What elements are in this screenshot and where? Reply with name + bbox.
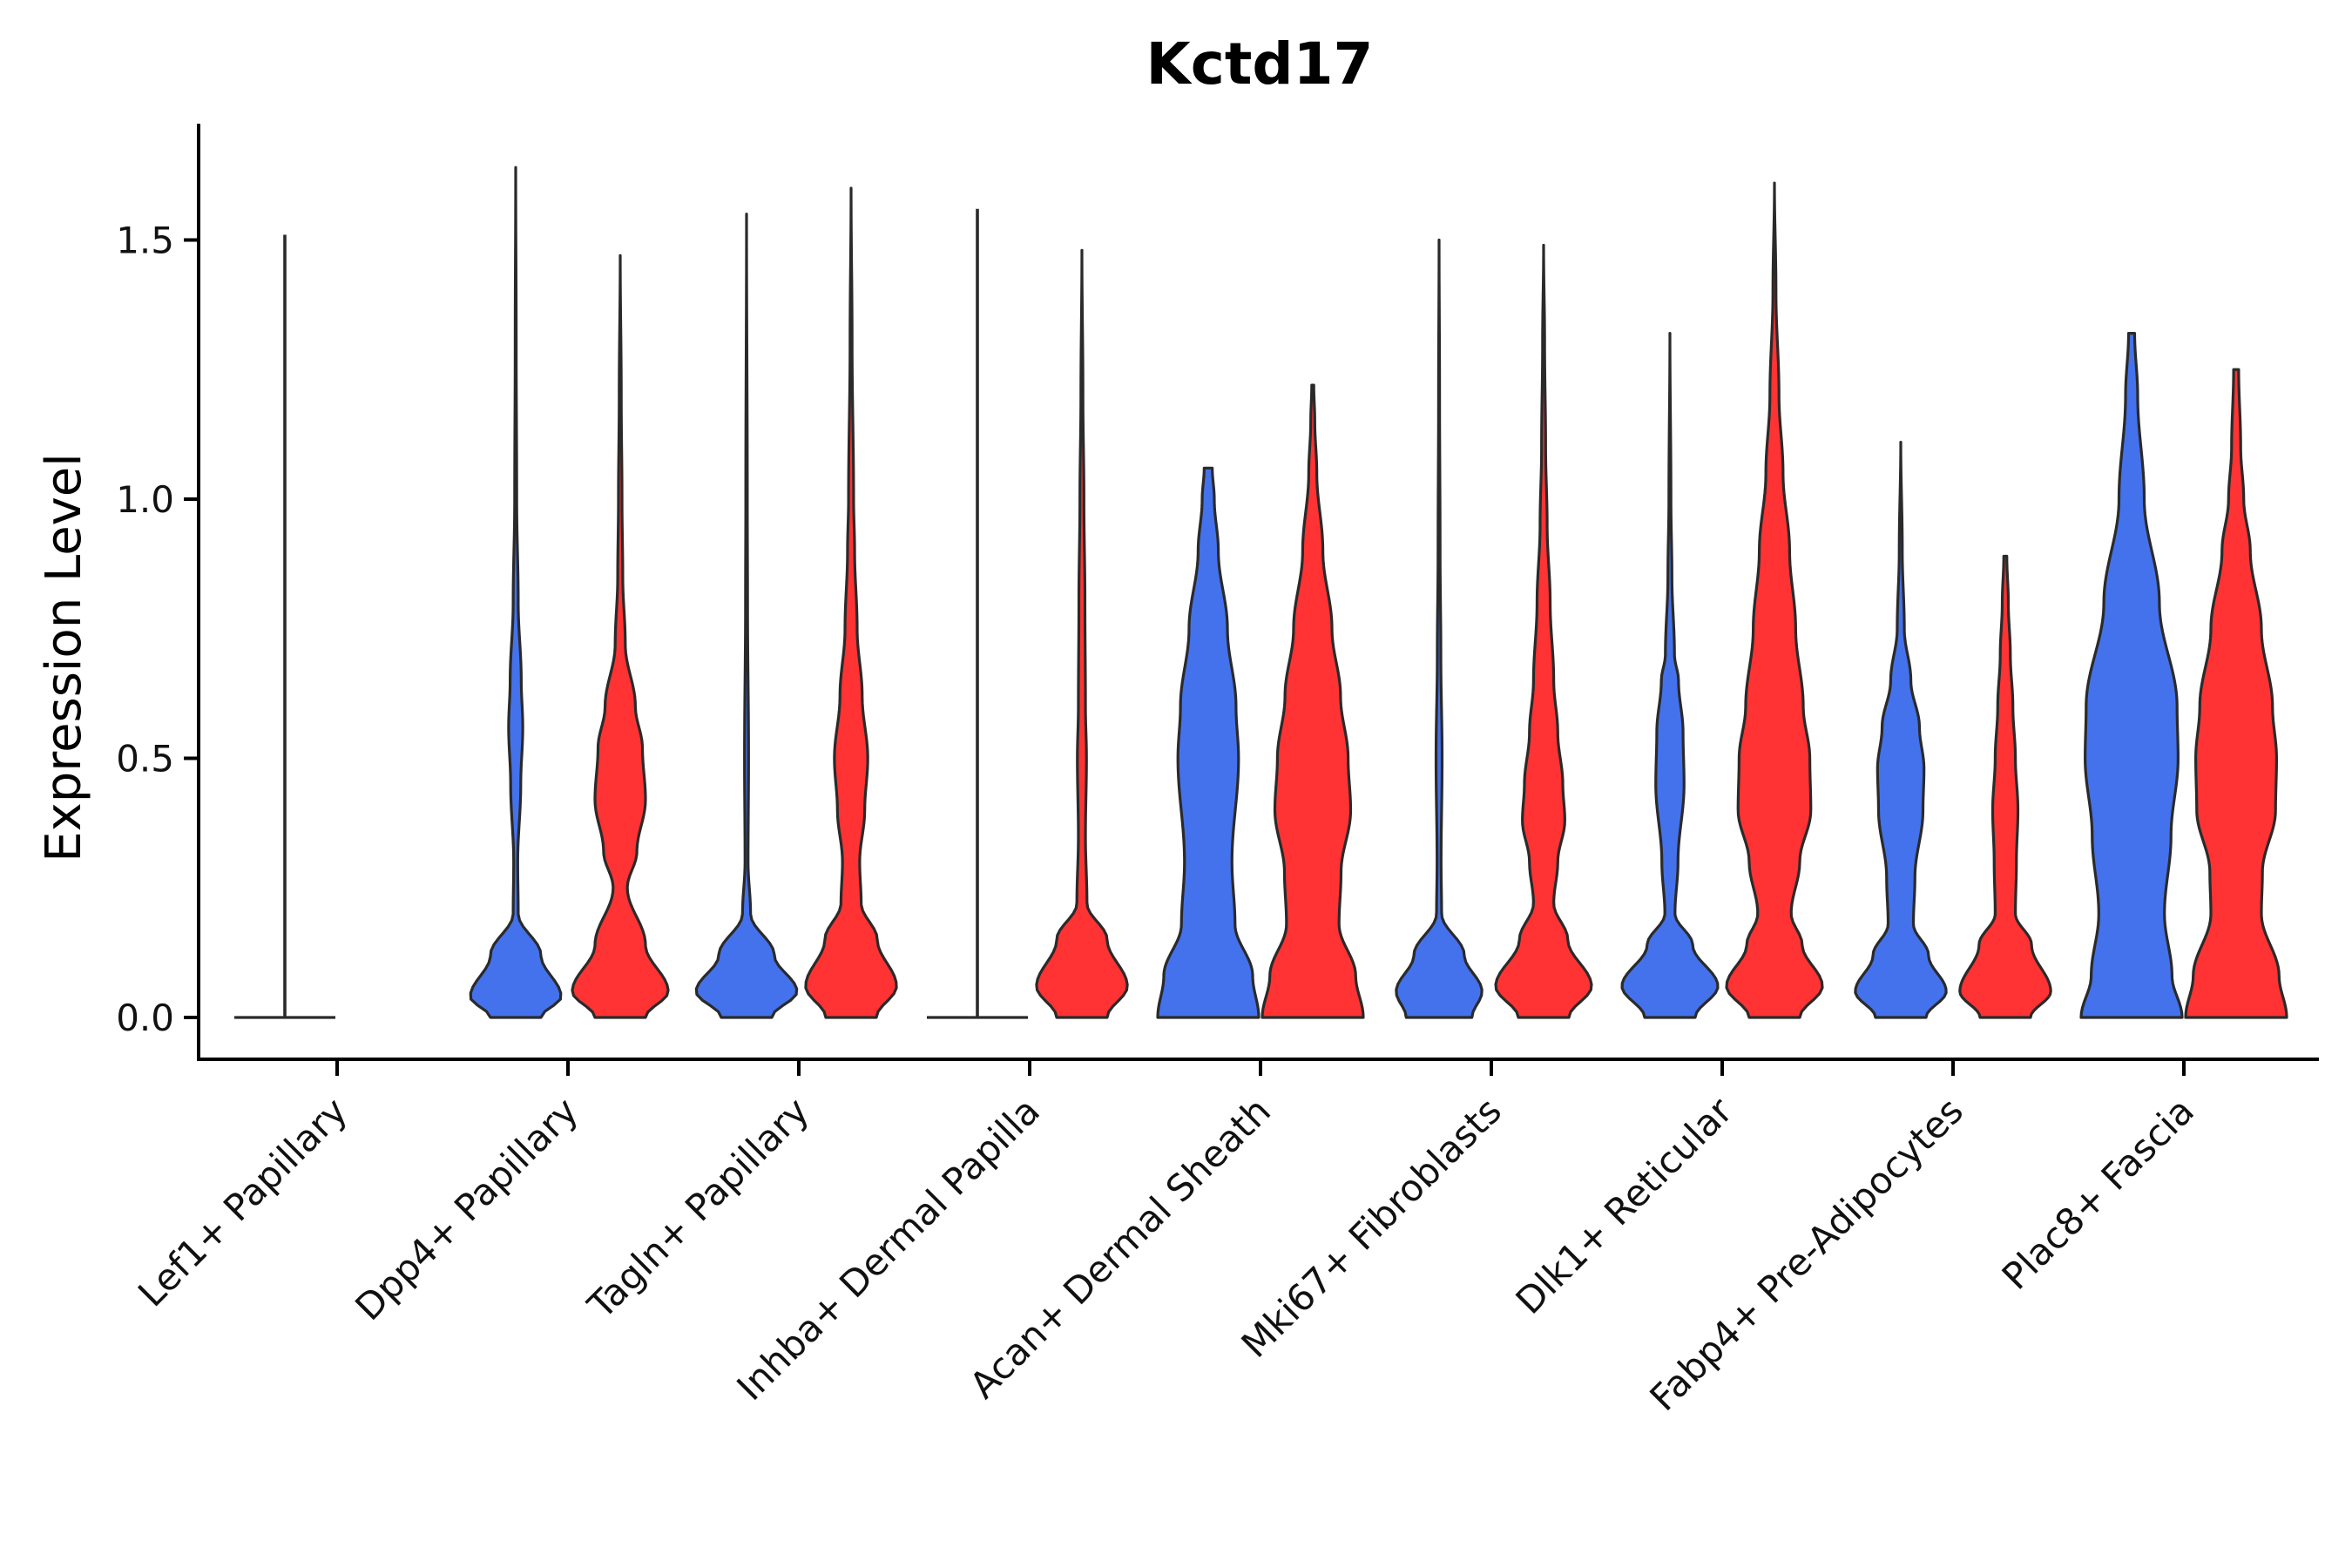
violin-group2 <box>1958 554 2052 1019</box>
x-tick-label: Plac8+ Fascia <box>1994 1089 2202 1297</box>
violin-plot-area <box>234 166 2288 1019</box>
y-tick-label: 0.5 <box>116 738 174 781</box>
chart-title: Kctd17 <box>1146 30 1374 98</box>
y-tick-label: 1.0 <box>116 478 174 521</box>
violin-group2 <box>1494 243 1593 1019</box>
violin-group2 <box>2184 368 2288 1019</box>
x-tick-label: Lef1+ Papillary <box>130 1089 355 1315</box>
y-tick-label: 1.5 <box>116 220 174 262</box>
violin-group1 <box>2079 332 2184 1019</box>
violin-group2 <box>1035 248 1129 1019</box>
x-tick-label: Dlk1+ Reticular <box>1508 1089 1741 1322</box>
violin-group1 <box>1854 440 1948 1019</box>
violin-group1 <box>469 166 563 1019</box>
violin-group1 <box>1156 466 1260 1019</box>
x-tick-label: Mki67+ Fibroblasts <box>1233 1089 1510 1365</box>
y-ticks: 0.0 0.5 1.0 1.5 <box>116 220 199 1039</box>
violin-group1 <box>694 213 799 1019</box>
violin-group1 <box>1395 238 1484 1019</box>
violin-group2 <box>804 186 898 1019</box>
y-tick-label: 0.0 <box>116 997 174 1039</box>
x-tick-label: Dpp4+ Papillary <box>347 1089 586 1328</box>
violin-group2 <box>1260 383 1365 1019</box>
violin-group1 <box>1620 332 1720 1019</box>
violin-group2 <box>1725 181 1824 1019</box>
y-axis-label: Expression Level <box>36 453 92 862</box>
violin-group2 <box>571 253 670 1019</box>
x-tick-label: Tagln+ Papillary <box>579 1089 817 1327</box>
